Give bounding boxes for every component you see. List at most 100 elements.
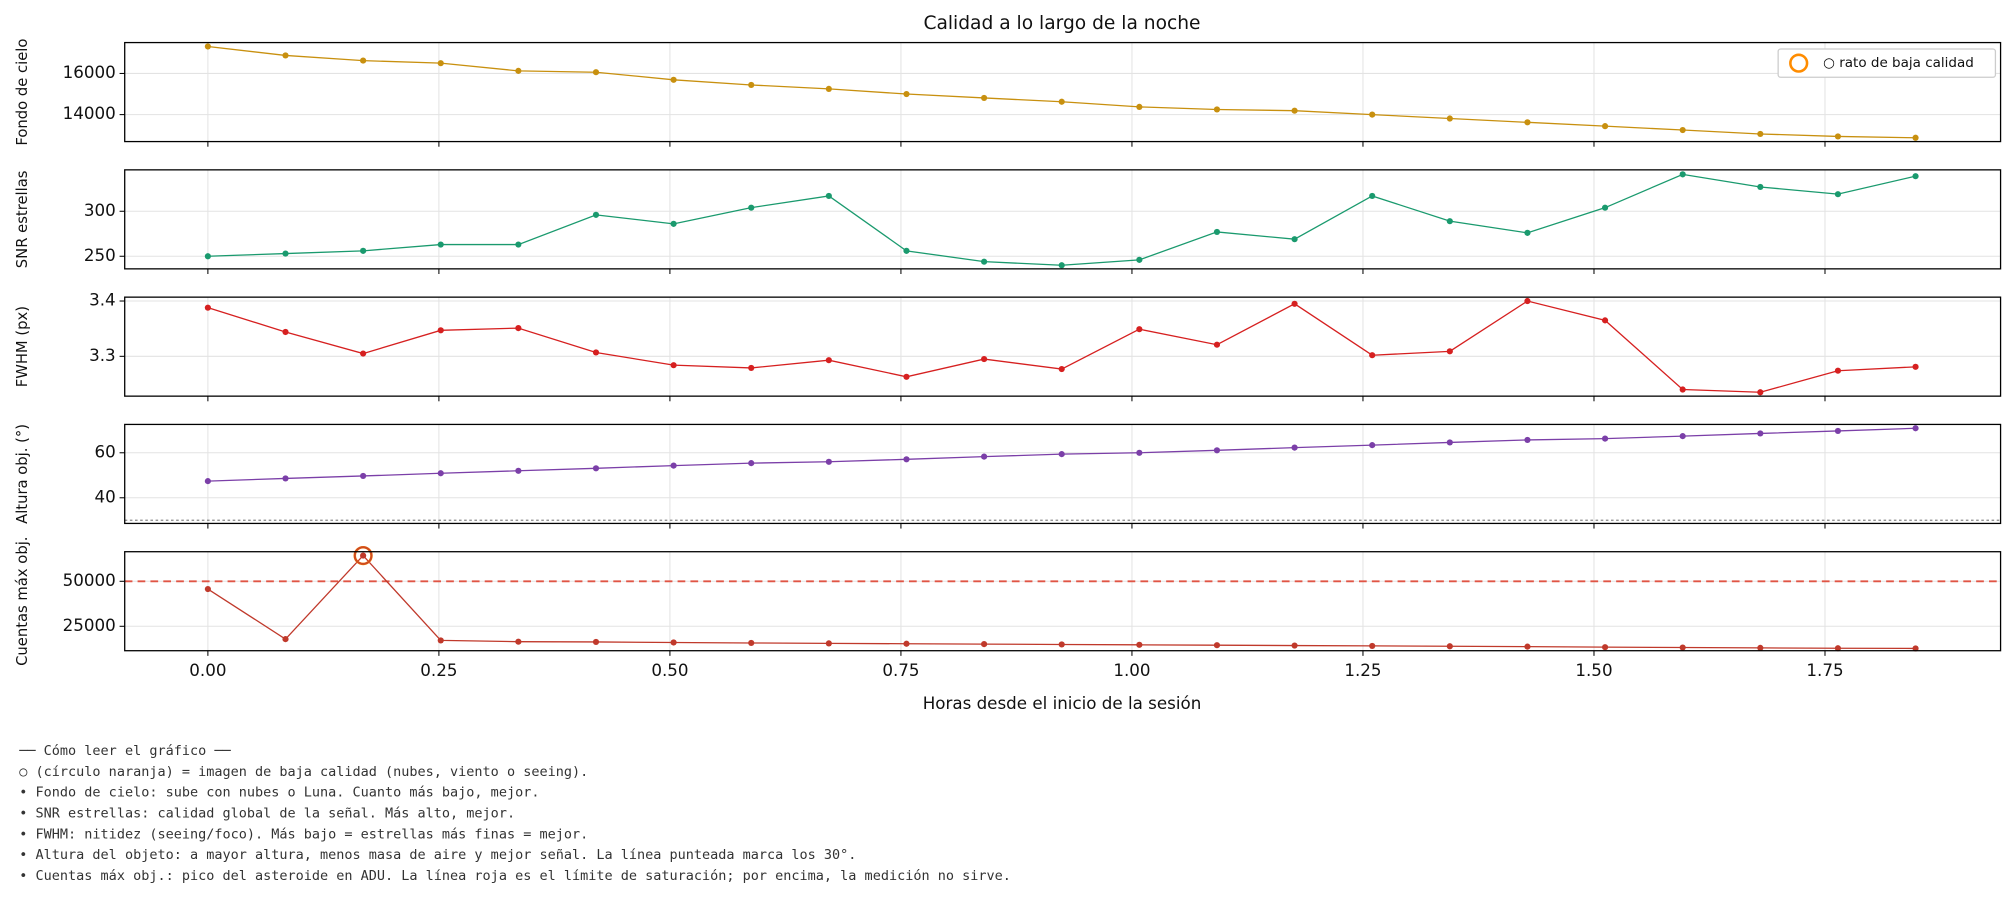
data-point (1058, 641, 1065, 648)
legend-box (1777, 48, 1997, 78)
series-line (207, 554, 1916, 650)
data-point (592, 465, 600, 472)
note-line: ── Cómo leer el gráfico ── (18, 743, 231, 759)
data-point (1369, 442, 1376, 449)
data-point (1369, 111, 1376, 118)
x-tick-label: 1.75 (1806, 660, 1843, 680)
data-point (1446, 218, 1453, 225)
series-line (207, 300, 1916, 393)
data-point (1136, 641, 1143, 648)
y-tick-label: 16000 (63, 62, 116, 82)
data-point (1058, 98, 1065, 105)
data-point (1757, 430, 1764, 437)
x-tick-label: 0.75 (882, 660, 919, 680)
y-axis-label: Altura obj. (°) (14, 424, 31, 524)
data-point (1369, 642, 1376, 649)
data-point (1912, 173, 1919, 180)
data-point (1757, 644, 1764, 651)
data-point (1912, 425, 1919, 432)
data-point (1601, 204, 1609, 211)
data-point (748, 364, 755, 372)
data-point (981, 356, 988, 363)
data-point (204, 253, 211, 260)
note-line: • Cuentas máx obj.: pico del asteroide e… (19, 868, 1011, 884)
data-point (360, 350, 367, 357)
data-point (981, 258, 988, 265)
data-point (282, 475, 289, 482)
data-point (204, 304, 211, 311)
y-tick-label: 250 (84, 245, 116, 265)
low-quality-ring (353, 546, 373, 565)
data-point (1834, 367, 1842, 374)
data-point (825, 85, 832, 92)
data-point (592, 69, 600, 76)
data-point (204, 43, 211, 50)
note-line: • SNR estrellas: calidad global de la se… (19, 805, 515, 821)
data-point (1058, 451, 1065, 458)
data-point (1601, 123, 1609, 130)
series-line (207, 173, 1916, 266)
data-point (437, 241, 444, 248)
data-point (282, 52, 289, 59)
data-point (670, 639, 677, 646)
x-tick-label: 1.50 (1575, 660, 1612, 680)
chart-title: Calidad a lo largo de la noche (923, 13, 1200, 34)
data-point (1446, 115, 1453, 122)
y-axis-label: Cuentas máx obj. (14, 537, 31, 666)
data-point (903, 247, 910, 254)
data-point (204, 478, 211, 485)
data-point (515, 325, 522, 332)
data-point (903, 90, 910, 98)
data-point (437, 327, 444, 334)
data-point (1291, 444, 1298, 451)
note-line: • Fondo de cielo: sube con nubes o Luna.… (19, 785, 539, 801)
data-point (437, 60, 444, 67)
data-point (748, 639, 755, 647)
data-point (825, 192, 832, 200)
data-point (360, 57, 367, 64)
data-point (515, 67, 522, 74)
y-tick-label: 3.3 (89, 345, 116, 365)
data-point (670, 220, 677, 227)
panel-frame (124, 551, 2002, 652)
data-point (437, 470, 444, 477)
data-point (1369, 352, 1376, 359)
data-point (670, 76, 677, 83)
panel-frame (124, 41, 2002, 143)
y-axis-label: SNR estrellas (14, 170, 31, 268)
data-point (515, 467, 522, 474)
data-point (1058, 262, 1065, 269)
panel-frame (124, 296, 2002, 397)
data-point (282, 636, 289, 643)
data-point (1213, 106, 1221, 113)
data-point (1524, 643, 1531, 650)
data-point (1524, 436, 1531, 444)
data-point (1291, 300, 1298, 307)
data-point (1834, 645, 1842, 652)
data-point (282, 328, 289, 336)
data-point (1136, 256, 1143, 263)
data-point (903, 373, 910, 380)
data-point (1446, 643, 1453, 650)
data-point (1446, 348, 1453, 355)
x-tick-label: 1.00 (1113, 660, 1150, 680)
data-point (360, 552, 367, 559)
data-point (670, 462, 677, 469)
note-line: • FWHM: nitidez (seeing/foco). Más bajo … (19, 826, 588, 842)
y-tick-label: 14000 (63, 103, 116, 123)
data-point (1213, 341, 1221, 348)
x-tick-label: 1.25 (1344, 660, 1381, 680)
series-line (207, 45, 1916, 139)
data-point (1757, 389, 1764, 396)
y-axis-label: Fondo de cielo (14, 39, 31, 146)
data-point (1291, 107, 1298, 114)
y-tick-label: 300 (84, 200, 116, 220)
data-point (1291, 236, 1298, 243)
data-point (1834, 427, 1842, 435)
data-point (825, 357, 832, 364)
data-point (1679, 171, 1686, 178)
data-point (1213, 228, 1221, 236)
data-point (1524, 297, 1531, 305)
